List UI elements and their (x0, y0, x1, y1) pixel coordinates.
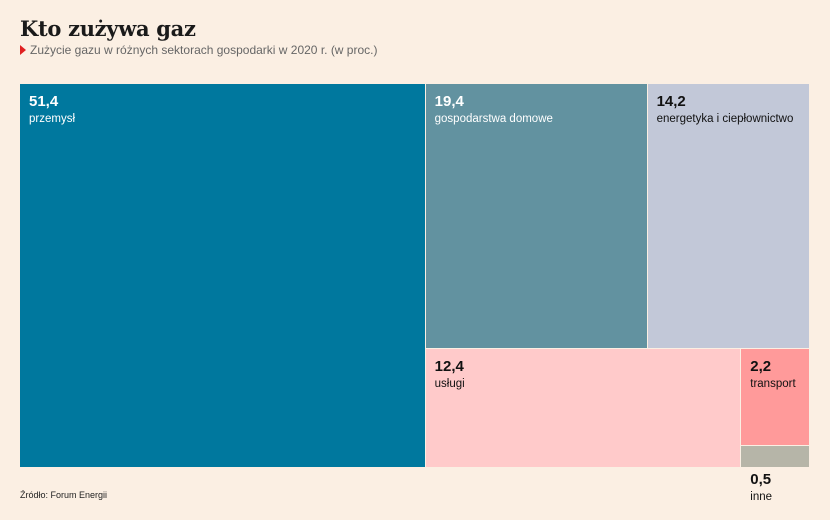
treemap-value-label: 12,4 (434, 357, 464, 375)
treemap-value-label: 2,2 (750, 357, 772, 375)
treemap-label-0: 51,4 przemysł (29, 93, 75, 126)
treemap-cell-0 (20, 84, 426, 468)
treemap-value-label: 19,4 (434, 93, 464, 110)
treemap-label-5: 0,5 inne (750, 471, 772, 504)
chart-subtitle: Zużycie gazu w różnych sektorach gospoda… (20, 43, 377, 57)
treemap-category-label: energetyka i ciepłownictwo (656, 113, 794, 125)
treemap-category-label: gospodarstwa domowe (434, 113, 553, 125)
treemap-value-label: 0,5 (750, 471, 772, 488)
treemap-label-2: 14,2 energetyka i ciepłownictwo (657, 93, 794, 126)
treemap-cell-5 (741, 445, 810, 468)
treemap-category-label: inne (750, 491, 773, 503)
treemap-category-label: usługi (434, 377, 465, 390)
treemap-value-label: 14,2 (656, 93, 686, 110)
treemap-cell-4 (741, 348, 810, 446)
treemap-category-label: przemysł (29, 113, 76, 125)
treemap-cell-1 (425, 84, 648, 349)
source-note: Źródło: Forum Energii (20, 490, 108, 500)
treemap-category-label: transport (750, 377, 796, 390)
triangle-bullet-icon (20, 45, 26, 55)
treemap-cell-3 (425, 348, 742, 468)
chart-title: Kto zużywa gaz (20, 16, 196, 41)
treemap-cell-2 (647, 84, 810, 349)
treemap-label-3: 12,4 usługi (435, 358, 465, 391)
chart-subtitle-text: Zużycie gazu w różnych sektorach gospoda… (30, 43, 378, 57)
treemap-label-1: 19,4 gospodarstwa domowe (435, 93, 553, 126)
treemap-value-label: 51,4 (29, 93, 59, 110)
treemap-label-4: 2,2 transport (750, 358, 795, 391)
